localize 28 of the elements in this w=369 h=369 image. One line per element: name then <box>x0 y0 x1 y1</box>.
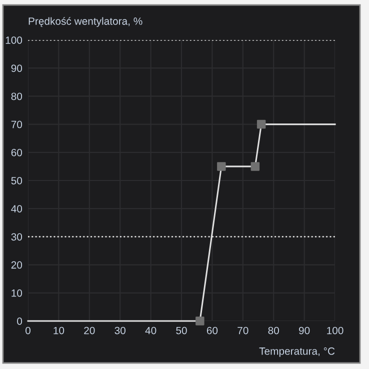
y-tick-label: 0 <box>17 318 22 325</box>
x-tick-label: 90 <box>298 326 310 334</box>
x-tick-label: 10 <box>54 326 64 334</box>
point <box>196 316 204 326</box>
point <box>256 120 266 129</box>
x-tick-label: 0 <box>26 326 30 334</box>
y-tick-label: 20 <box>11 261 22 269</box>
x-tick-label: 80 <box>268 326 279 334</box>
y-tick-label: 70 <box>11 120 22 128</box>
x-tick-label: 70 <box>238 326 248 334</box>
y-tick-label: 90 <box>11 64 22 72</box>
x-axis-title: Temperatura, °C <box>259 347 335 357</box>
x-tick-label: 60 <box>206 326 218 334</box>
point <box>250 162 260 171</box>
x-tick-label: 100 <box>327 326 344 334</box>
chart-title: Prędkość wentylatora, % <box>28 17 142 27</box>
y-tick-label: 50 <box>11 177 22 184</box>
x-tick-label: 30 <box>114 326 126 334</box>
point <box>217 162 226 171</box>
y-tick-label: 100 <box>6 36 22 44</box>
x-tick-label: 40 <box>145 326 156 334</box>
y-tick-label: 10 <box>12 289 22 297</box>
y-tick-label: 60 <box>11 148 22 156</box>
x-tick-label: 20 <box>84 326 95 334</box>
y-tick-label: 30 <box>11 233 22 241</box>
y-tick-label: 80 <box>11 92 22 100</box>
y-tick-label: 40 <box>11 205 22 212</box>
x-tick-label: 50 <box>176 326 187 334</box>
